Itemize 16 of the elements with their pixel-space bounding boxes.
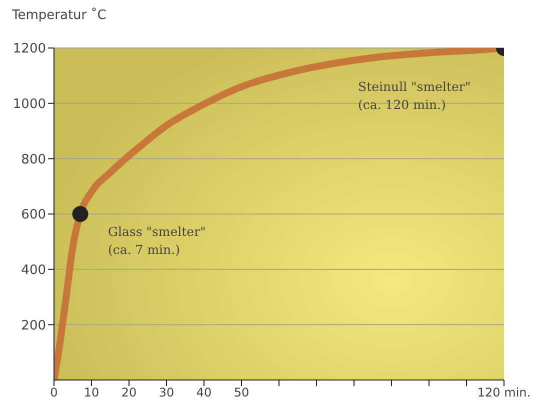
x-tick-label: 30 xyxy=(158,386,174,400)
annotation: Steinull "smelter" (ca. 120 min.) xyxy=(358,78,471,114)
annotation: Glass "smelter" (ca. 7 min.) xyxy=(108,223,206,259)
y-axis-title: Temperatur ˚C xyxy=(12,8,106,23)
y-tick-label: 200 xyxy=(21,318,46,334)
x-tick-label: 120 min. xyxy=(477,386,531,400)
x-tick-label: 10 xyxy=(84,386,100,400)
y-tick-label: 400 xyxy=(21,262,46,278)
y-tick-label: 1200 xyxy=(12,42,46,57)
x-tick-label: 40 xyxy=(196,386,212,400)
x-tick-label: 0 xyxy=(50,386,58,400)
y-tick-label: 800 xyxy=(21,152,46,168)
x-tick-label: 20 xyxy=(121,386,137,400)
y-tick-label: 600 xyxy=(21,208,46,223)
y-tick-label: 1000 xyxy=(12,96,46,112)
x-tick-label: 50 xyxy=(234,386,250,400)
